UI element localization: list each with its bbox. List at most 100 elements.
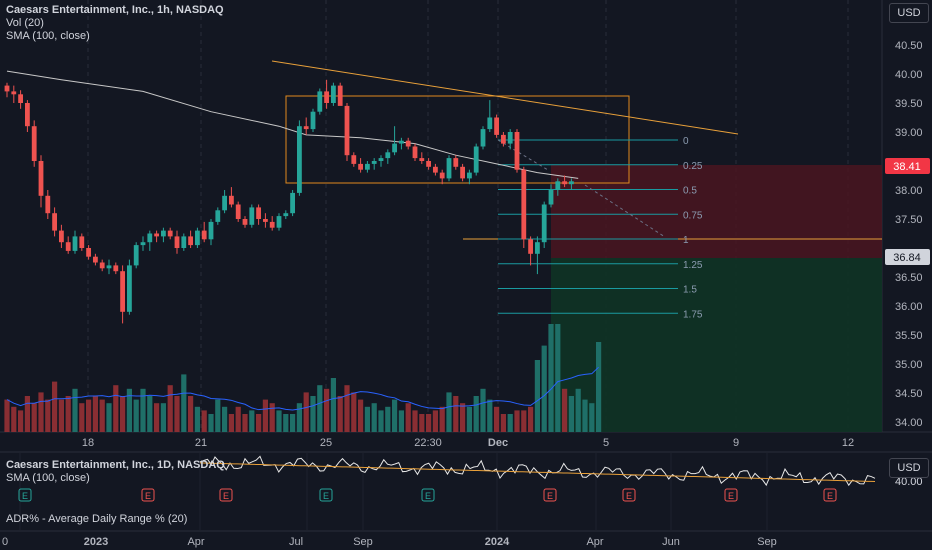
candle-body	[480, 129, 486, 147]
volume-bar	[120, 396, 126, 432]
earnings-marker-box	[724, 488, 738, 502]
candle-body	[242, 219, 248, 225]
price-tick-label: 35.00	[895, 359, 923, 371]
mini-currency-button[interactable]: USD	[889, 458, 929, 478]
descending-trendline[interactable]	[271, 60, 739, 135]
projection-dashed-line	[584, 184, 666, 238]
volume-bar	[466, 406, 472, 432]
candle-body	[385, 152, 391, 159]
volume-bar	[364, 406, 370, 432]
candle-body	[283, 213, 289, 217]
candle-body	[86, 248, 91, 257]
candle-body	[269, 221, 275, 228]
volume-bar	[412, 410, 418, 432]
volume-bar	[45, 399, 51, 432]
earnings-marker-box	[18, 488, 32, 502]
volume-bar	[290, 414, 296, 432]
volume-bar	[589, 403, 595, 432]
last-price-label: 38.41	[893, 161, 921, 173]
earnings-marker-box	[823, 488, 837, 502]
volume-bar	[242, 414, 248, 432]
volume-bar	[18, 410, 24, 432]
volume-bar	[439, 406, 445, 432]
fibonacci-levels[interactable]: 0 0.25 0.5 0.75 1 1.25 1.5 1.75	[498, 136, 703, 320]
volume-bar	[65, 396, 71, 432]
candle-body	[263, 219, 268, 222]
volume-bar	[446, 392, 452, 432]
price-tick-label: 34.00	[895, 417, 923, 429]
candle-body	[487, 117, 493, 130]
indicator-sma-label[interactable]: SMA (100, close)	[6, 30, 90, 42]
volume-bar	[174, 396, 180, 432]
price-tick-label: 36.00	[895, 301, 923, 313]
reward-zone	[551, 258, 882, 432]
time-tick-label: 12	[842, 437, 854, 449]
candle-body	[412, 146, 418, 159]
candle-body	[426, 161, 431, 167]
volume-bar	[249, 410, 255, 432]
volume-bar	[31, 403, 37, 432]
volume-bar	[228, 414, 234, 432]
volume-bar	[385, 406, 391, 432]
candle-body	[494, 117, 499, 135]
candle-body	[392, 143, 397, 153]
volume-bar	[426, 414, 432, 432]
volume-bar	[419, 414, 425, 432]
time-tick-label: 5	[603, 437, 609, 449]
time-tick-label: 18	[82, 437, 94, 449]
candle-body	[290, 192, 295, 214]
price-tick-label: 39.00	[895, 127, 923, 139]
candle-body	[181, 236, 187, 248]
volume-bar	[79, 403, 85, 432]
volume-bar	[596, 342, 602, 432]
volume-bar	[99, 399, 105, 432]
second-price-label-bg	[885, 249, 930, 265]
candle-body	[521, 169, 527, 240]
candle-body	[467, 172, 472, 179]
candle-body	[399, 140, 404, 144]
candle-body	[229, 195, 234, 205]
candle-body	[147, 233, 153, 243]
candle-body	[446, 158, 452, 179]
candle-body	[555, 181, 561, 190]
volume-bar	[222, 406, 228, 432]
volume-bar	[140, 388, 146, 432]
volume-bar	[303, 392, 309, 432]
candle-body	[222, 195, 227, 211]
candle-body	[140, 242, 146, 246]
price-tick-label: 40.00	[895, 69, 923, 81]
price-tick-label: 35.50	[895, 330, 923, 342]
currency-button[interactable]: USD	[889, 3, 929, 23]
volume-bar	[126, 388, 132, 432]
mini-indicator-label[interactable]: SMA (100, close)	[6, 472, 90, 484]
volume-bar	[548, 324, 554, 432]
earnings-marker-box	[543, 488, 557, 502]
earnings-marker-box	[622, 488, 636, 502]
candle-body	[235, 204, 241, 219]
volume-bar	[24, 396, 30, 432]
volume-bar	[215, 399, 221, 432]
candle-body	[419, 158, 425, 161]
earnings-marker-label: E	[827, 491, 833, 501]
candle-body	[378, 158, 384, 161]
candle-body	[174, 236, 180, 248]
candle-body	[514, 132, 520, 170]
volume-bar	[201, 410, 207, 432]
candle-body	[195, 230, 200, 246]
time-tick-label: Dec	[488, 437, 508, 449]
volume-bar	[392, 399, 398, 432]
indicator-volume-label[interactable]: Vol (20)	[6, 17, 44, 29]
volume-bar	[534, 360, 540, 432]
candle-body	[276, 216, 282, 228]
mini-chart-title: Caesars Entertainment, Inc., 1D, NASDAQ	[6, 459, 225, 471]
volume-bar	[507, 414, 513, 432]
adr-indicator-label[interactable]: ADR% - Average Daily Range % (20)	[6, 513, 188, 525]
volume-bar	[283, 414, 289, 432]
candle-body	[31, 126, 37, 161]
candle-body	[405, 140, 411, 147]
candle-body	[453, 158, 459, 167]
candle-body	[215, 210, 221, 222]
candle-body	[99, 262, 105, 269]
